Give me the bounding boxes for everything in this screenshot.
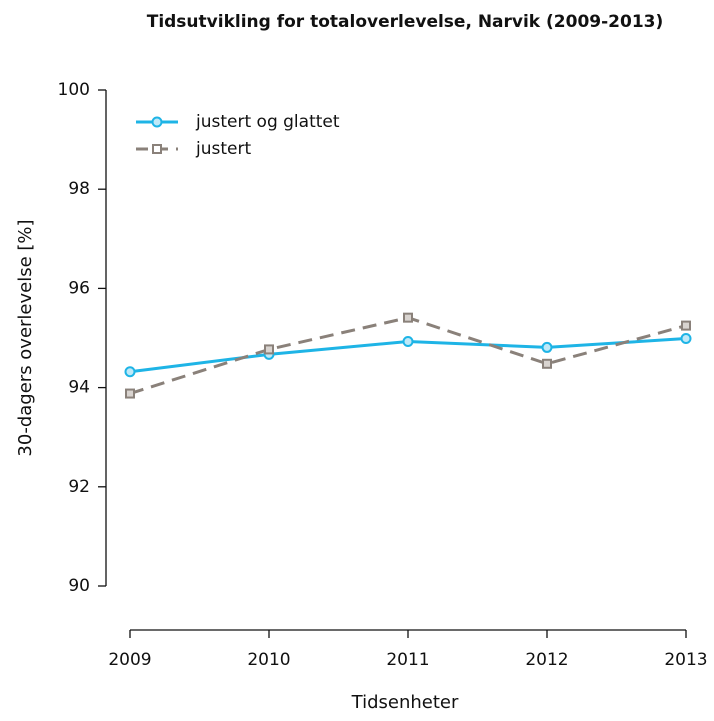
x-tick-label: 2009 <box>108 650 151 670</box>
x-tick-label: 2011 <box>386 650 429 670</box>
series-line <box>129 316 687 395</box>
x-tick-label: 2012 <box>525 650 568 670</box>
y-tick-label: 96 <box>68 278 90 298</box>
y-tick-label: 90 <box>68 576 90 596</box>
point <box>402 335 414 347</box>
y-axis-label: 30-dagers overlevelse [%] <box>15 219 36 456</box>
x-tick-label: 2013 <box>664 650 707 670</box>
y-tick-label: 98 <box>68 179 90 199</box>
legend-marker <box>152 144 162 154</box>
x-tick-label: 2010 <box>247 650 290 670</box>
point <box>264 344 274 355</box>
point <box>403 312 413 323</box>
point <box>680 332 692 344</box>
y-tick-label: 100 <box>58 80 90 100</box>
y-tick-label: 94 <box>68 378 90 398</box>
point <box>681 320 691 331</box>
legend-marker <box>151 116 163 128</box>
point <box>542 358 552 369</box>
chart-title: Tidsutvikling for totaloverlevelse, Narv… <box>147 12 664 32</box>
legend-label: justert <box>195 139 251 159</box>
y-tick-label: 92 <box>68 477 90 497</box>
x-axis-label: Tidsenheter <box>351 692 459 713</box>
point <box>124 366 136 378</box>
point <box>125 388 135 399</box>
point <box>541 341 553 353</box>
legend-label: justert og glattet <box>195 112 340 132</box>
